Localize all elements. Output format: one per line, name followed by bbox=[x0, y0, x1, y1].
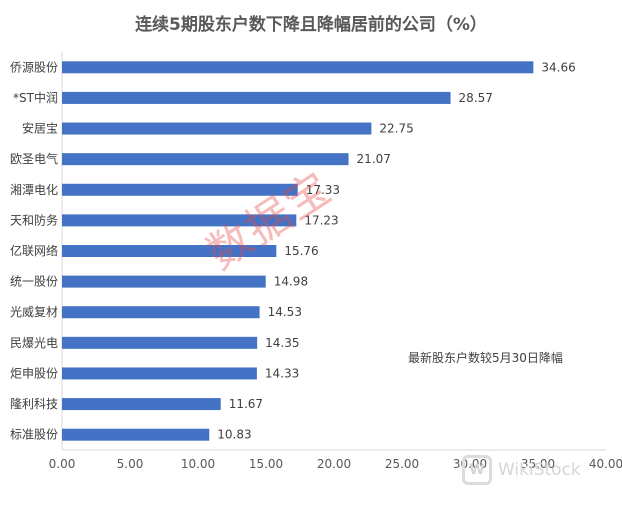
x-tick-label: 40.00 bbox=[589, 457, 622, 471]
bar bbox=[62, 398, 221, 411]
x-tick-label: 30.00 bbox=[453, 457, 487, 471]
x-tick-label: 15.00 bbox=[249, 457, 283, 471]
bar bbox=[62, 61, 534, 74]
x-tick-label: 35.00 bbox=[521, 457, 555, 471]
bar bbox=[62, 122, 372, 135]
bar bbox=[62, 245, 277, 257]
value-label: 17.23 bbox=[304, 213, 338, 227]
category-label: 统一股份 bbox=[10, 275, 58, 289]
category-label: 湘潭电化 bbox=[10, 182, 58, 197]
x-tick-label: 0.00 bbox=[49, 457, 76, 471]
category-label: *ST中润 bbox=[13, 90, 58, 105]
bar bbox=[62, 214, 297, 227]
wikistock-logo-icon: W bbox=[462, 455, 492, 485]
bar bbox=[62, 336, 258, 349]
category-label: 民爆光电 bbox=[10, 336, 58, 350]
wikistock-logo: W WikiStock bbox=[462, 455, 581, 485]
bar bbox=[62, 183, 298, 196]
value-label: 28.57 bbox=[459, 91, 493, 105]
value-label: 21.07 bbox=[357, 152, 391, 166]
x-tick-label: 20.00 bbox=[317, 457, 351, 471]
value-label: 17.33 bbox=[306, 183, 340, 197]
bar bbox=[62, 306, 260, 319]
value-label: 14.98 bbox=[274, 275, 308, 289]
category-label: 安居宝 bbox=[22, 121, 58, 136]
category-label: 亿联网络 bbox=[10, 243, 58, 258]
bar bbox=[62, 275, 266, 288]
category-label: 炬申股份 bbox=[10, 366, 58, 380]
value-label: 10.83 bbox=[217, 428, 251, 442]
category-label: 标准股份 bbox=[10, 428, 58, 442]
value-label: 11.67 bbox=[229, 397, 263, 411]
category-label: 侨源股份 bbox=[10, 60, 58, 74]
value-label: 22.75 bbox=[379, 122, 413, 136]
value-label: 14.53 bbox=[268, 305, 302, 319]
x-tick-label: 25.00 bbox=[385, 457, 419, 471]
value-label: 15.76 bbox=[284, 244, 318, 258]
bar bbox=[62, 367, 257, 380]
value-label: 34.66 bbox=[541, 60, 575, 74]
category-label: 光威复材 bbox=[10, 305, 58, 319]
category-label: 欧圣电气 bbox=[10, 151, 58, 166]
x-tick-label: 5.00 bbox=[117, 457, 144, 471]
bar bbox=[62, 91, 451, 104]
chart-title: 连续5期股东户数下降且降幅居前的公司（%） bbox=[135, 15, 487, 35]
category-label: 隆利科技 bbox=[10, 396, 58, 411]
x-tick-label: 10.00 bbox=[181, 457, 215, 471]
category-label: 天和防务 bbox=[10, 212, 58, 227]
chart-annotation: 最新股东户数较5月30日降幅 bbox=[408, 351, 563, 365]
value-label: 14.33 bbox=[265, 366, 299, 380]
bar bbox=[62, 153, 349, 166]
bar bbox=[62, 428, 210, 441]
wikistock-logo-text: WikiStock bbox=[498, 460, 581, 480]
value-label: 14.35 bbox=[265, 336, 299, 350]
